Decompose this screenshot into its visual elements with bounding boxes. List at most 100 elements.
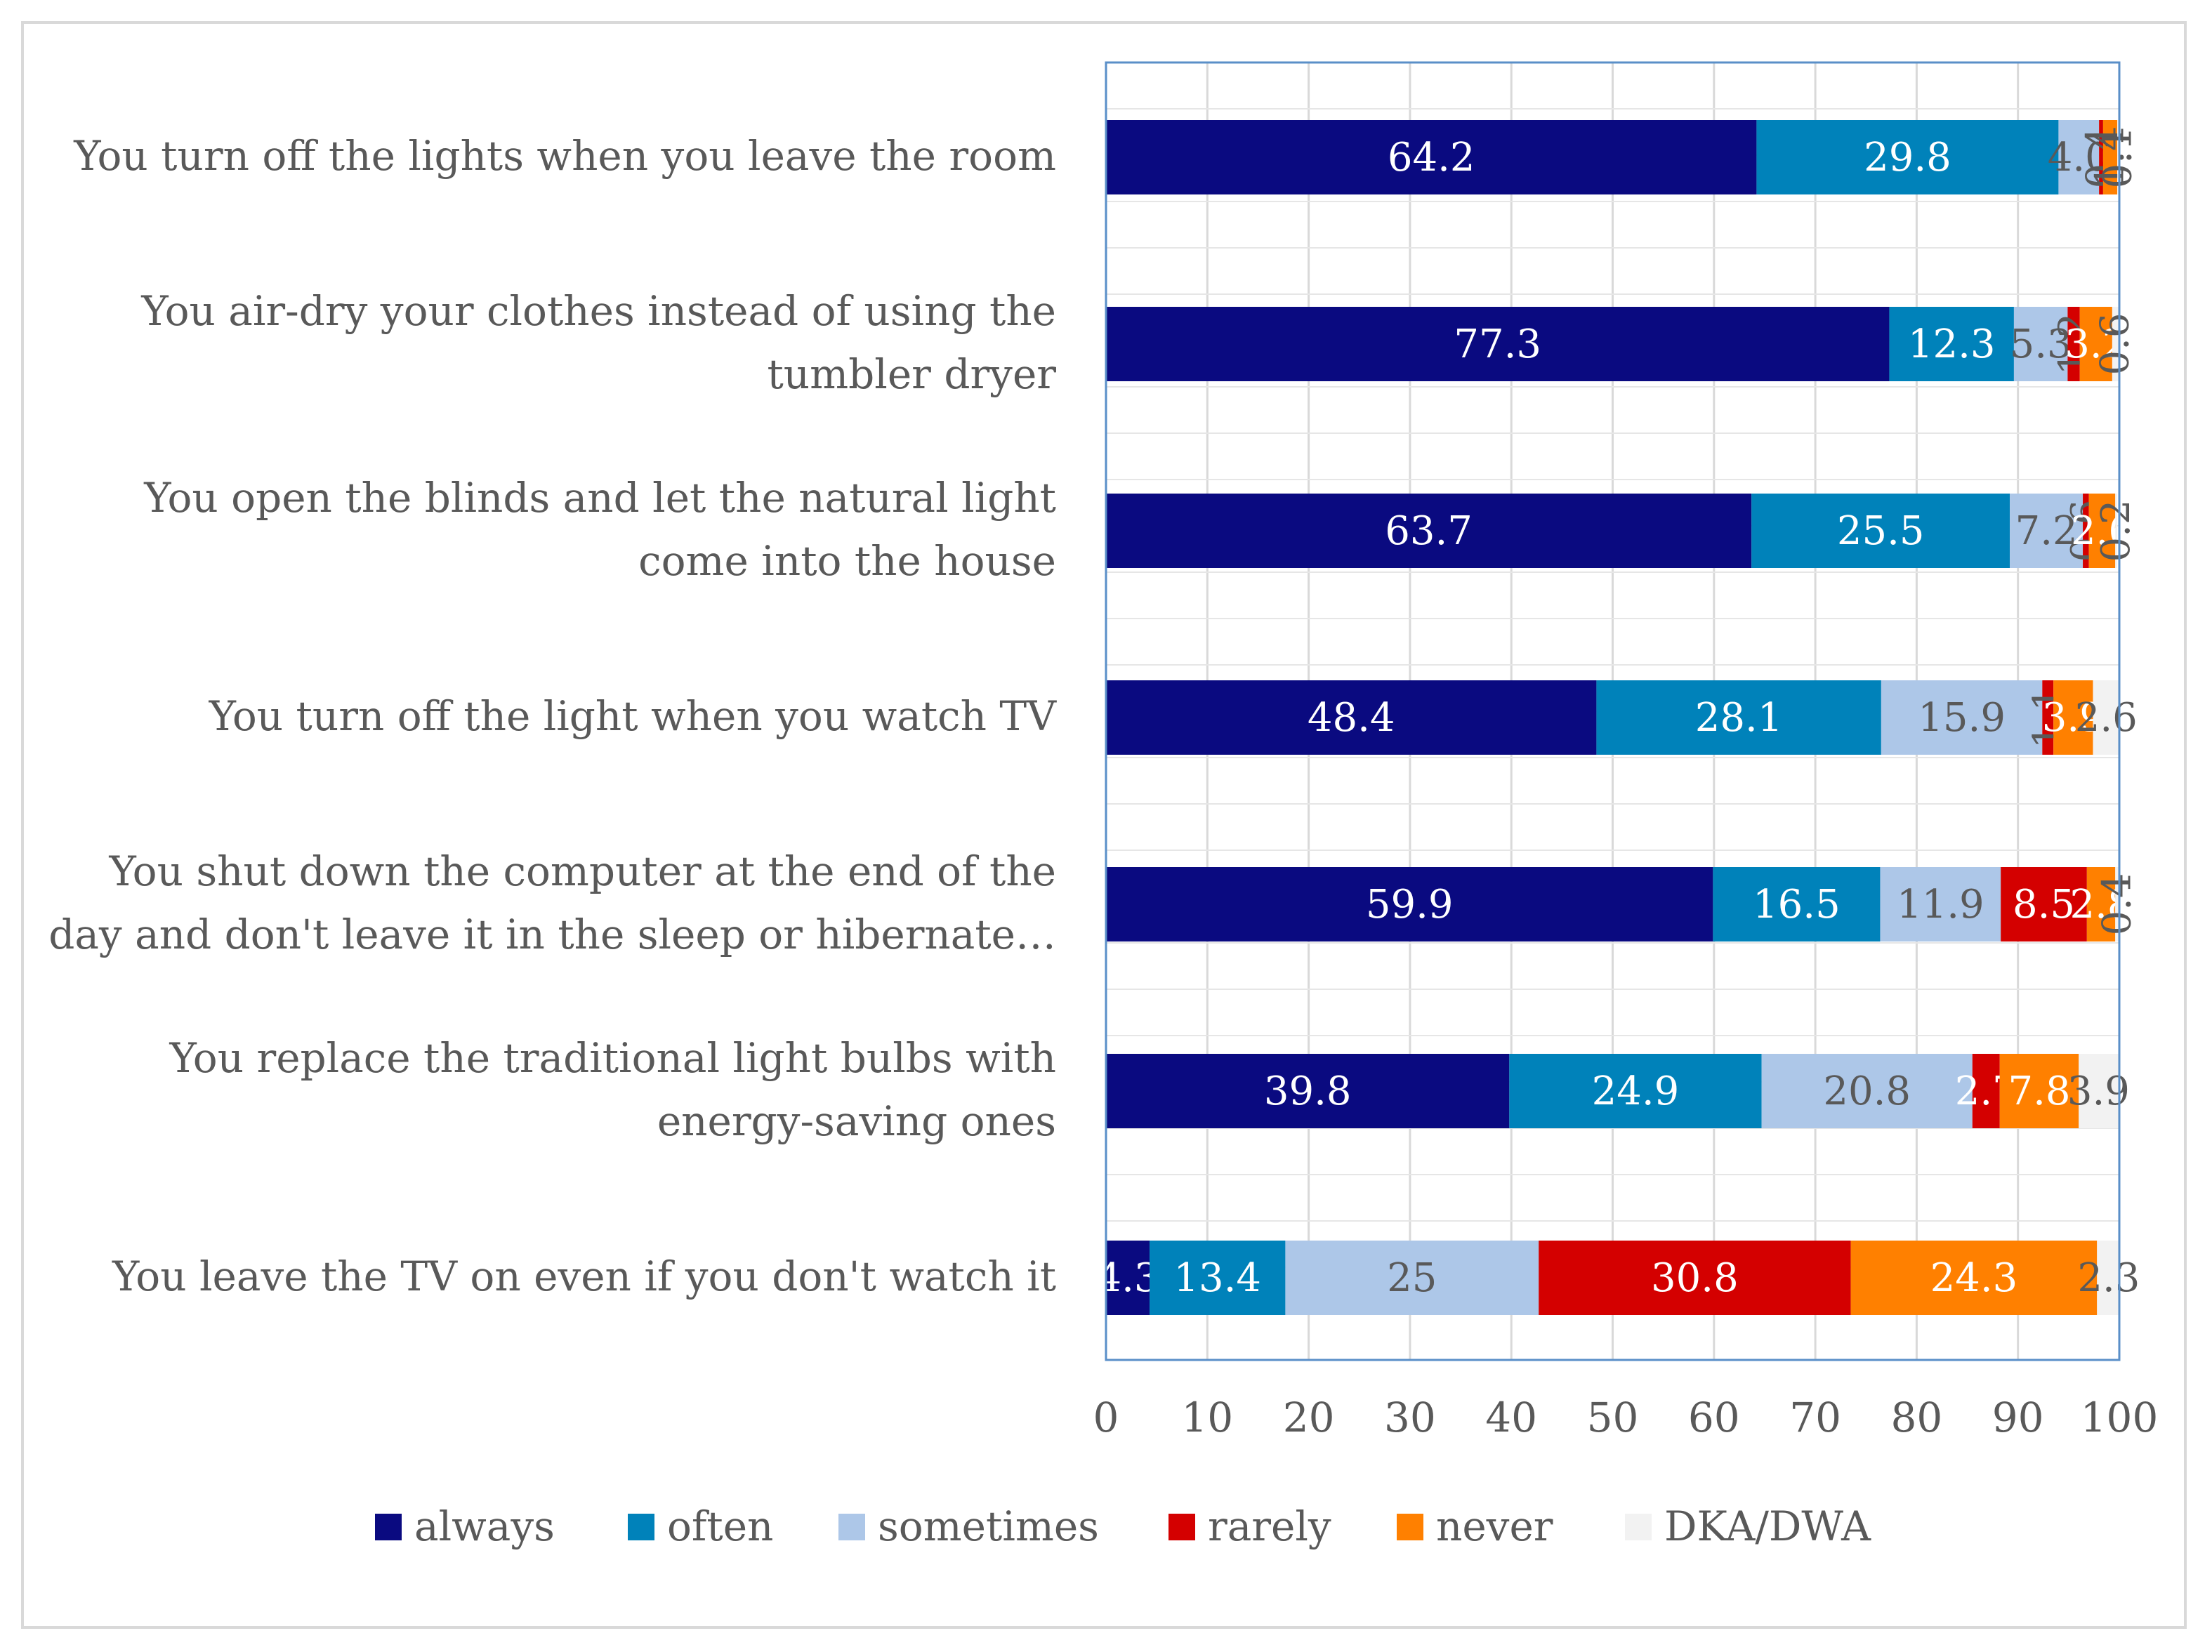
axes: [1105, 61, 2121, 1361]
x-tick-label: 80: [1890, 1394, 1942, 1441]
data-label: 24.9: [1592, 1069, 1680, 1114]
data-label: 20.8: [1823, 1069, 1911, 1114]
bar-segment-often: [1150, 1241, 1286, 1315]
legend-swatch-dka-dwa: [1625, 1514, 1652, 1540]
category-label: You shut down the computer at the end of…: [108, 847, 1056, 895]
data-label: 24.3: [1930, 1255, 2018, 1301]
x-tick-label: 0: [1093, 1394, 1119, 1441]
legend-swatch-often: [628, 1514, 654, 1540]
data-label: 25.5: [1837, 508, 1925, 554]
data-label: 48.4: [1308, 695, 1395, 741]
x-tick-label: 90: [1992, 1394, 2044, 1441]
bar-segment-sometimes: [1881, 680, 2043, 755]
x-tick-label: 60: [1688, 1394, 1740, 1441]
data-label: 3.9: [2067, 1069, 2130, 1114]
x-tick-label: 40: [1485, 1394, 1537, 1441]
data-label: 2.6: [2071, 508, 2133, 554]
data-label: 1.4: [2088, 126, 2133, 188]
bar-segment-dka-dwa: [2112, 307, 2119, 381]
bar-segment-often: [1751, 494, 2010, 568]
bar-segment-always: [1106, 120, 1757, 194]
bar-segment-sometimes: [1880, 867, 2001, 941]
bar-segment-never: [1999, 1054, 2079, 1128]
data-label: 63.7: [1385, 508, 1473, 554]
data-label: 12.3: [1908, 322, 1996, 367]
data-label: 25: [1387, 1255, 1437, 1301]
bar-segment-always: [1106, 494, 1752, 568]
bar-segment-sometimes: [2010, 494, 2083, 568]
bar-segment-often: [1509, 1054, 1762, 1128]
data-label: 16.5: [1753, 882, 1841, 927]
x-tick-label: 20: [1283, 1394, 1335, 1441]
bar-segment-dka-dwa: [2117, 120, 2119, 194]
bar-segment-sometimes: [1761, 1054, 1973, 1128]
data-label: 39.8: [1264, 1069, 1352, 1114]
data-label: 0.4: [2095, 873, 2140, 935]
legend-label: rarely: [1208, 1502, 1331, 1550]
category-labels: You turn off the lights when you leave t…: [48, 132, 1057, 1300]
data-label: 15.9: [1918, 695, 2006, 741]
stacked-bar-chart: 64.2 29.8 4.00.41.40.177.3 12.3 5.31.23.20.6…: [48, 61, 2159, 1550]
data-label: 13.4: [1173, 1255, 1261, 1301]
data-label: 77.3: [1454, 322, 1541, 367]
bar-segment-never: [2102, 120, 2118, 194]
data-label: 64.2: [1388, 135, 1475, 180]
data-label: 30.8: [1651, 1255, 1739, 1301]
legend-swatch-sometimes: [838, 1514, 865, 1540]
category-label: tumbler dryer: [768, 350, 1057, 398]
x-tick-labels: 0 10 20 30 40 50 60 70 80 90 100: [1093, 1394, 2159, 1441]
x-tick-label: 50: [1587, 1394, 1639, 1441]
bar-segment-dka-dwa: [2093, 680, 2119, 755]
data-label: 7.8: [2008, 1069, 2070, 1114]
bar-segment-never: [2086, 867, 2116, 941]
bar-segment-dka-dwa: [2115, 494, 2118, 568]
bar-segment-always: [1106, 307, 1890, 381]
data-label: 28.1: [1695, 695, 1783, 741]
bar-segment-often: [1889, 307, 2014, 381]
data-label: 7.2: [2015, 508, 2078, 554]
bar-segment-sometimes: [2013, 307, 2068, 381]
bar-segment-always: [1106, 680, 1597, 755]
bar-segment-always: [1106, 1054, 1510, 1128]
bar-segment-dka-dwa: [2097, 1241, 2121, 1315]
bar-segment-rarely: [2042, 680, 2054, 755]
bar-segment-dka-dwa: [2079, 1054, 2119, 1128]
bar-segment-never: [2079, 307, 2112, 381]
data-label: 2.8: [2069, 882, 2132, 927]
category-label: energy-saving ones: [657, 1097, 1056, 1145]
legend-swatch-rarely: [1168, 1514, 1195, 1540]
data-label: 5.3: [2010, 322, 2072, 367]
category-label: You open the blinds and let the natural …: [143, 474, 1056, 522]
category-label: You air-dry your clothes instead of usin…: [140, 287, 1056, 335]
x-tick-label: 70: [1789, 1394, 1841, 1441]
legend-label: DKA/DWA: [1664, 1502, 1871, 1550]
plot-border: [1105, 61, 2121, 1361]
data-label: 8.5: [2013, 882, 2075, 927]
bar-segment-often: [1713, 867, 1881, 941]
category-label: You turn off the light when you watch TV: [209, 692, 1058, 740]
bar-segment-rarely: [1539, 1241, 1851, 1315]
data-label: 2.6: [2075, 695, 2138, 741]
category-label: You leave the TV on even if you don't wa…: [112, 1253, 1056, 1300]
data-label: 0.2: [2093, 499, 2139, 562]
bar-segment-rarely: [2083, 494, 2089, 568]
bar-segment-always: [1106, 1241, 1150, 1315]
bar-segment-sometimes: [1285, 1241, 1539, 1315]
bar-segment-sometimes: [2058, 120, 2100, 194]
bar-segment-rarely: [2099, 120, 2103, 194]
bar-segment-often: [1756, 120, 2059, 194]
x-tick-label: 30: [1384, 1394, 1436, 1441]
legend: always often sometimes rarely never DKA/DWA: [375, 1502, 1871, 1550]
bar-segment-often: [1596, 680, 1881, 755]
data-label: 59.9: [1366, 882, 1454, 927]
legend-label: often: [667, 1502, 773, 1550]
data-label: 2.3: [2077, 1255, 2140, 1301]
legend-swatch-always: [375, 1514, 402, 1540]
category-label: day and don't leave it in the sleep or h…: [48, 911, 1056, 958]
bar-segment-dka-dwa: [2115, 867, 2119, 941]
category-label: You replace the traditional light bulbs …: [169, 1034, 1056, 1082]
chart-frame: 64.2 29.8 4.0 0.4 1.4 0.1 77.3 12.3 5.3 1.2 3.2 0.6…: [21, 21, 2187, 1629]
data-label: 0.6: [2093, 312, 2138, 375]
data-label: 29.8: [1864, 135, 1951, 180]
data-label: 0.1: [2095, 126, 2140, 188]
